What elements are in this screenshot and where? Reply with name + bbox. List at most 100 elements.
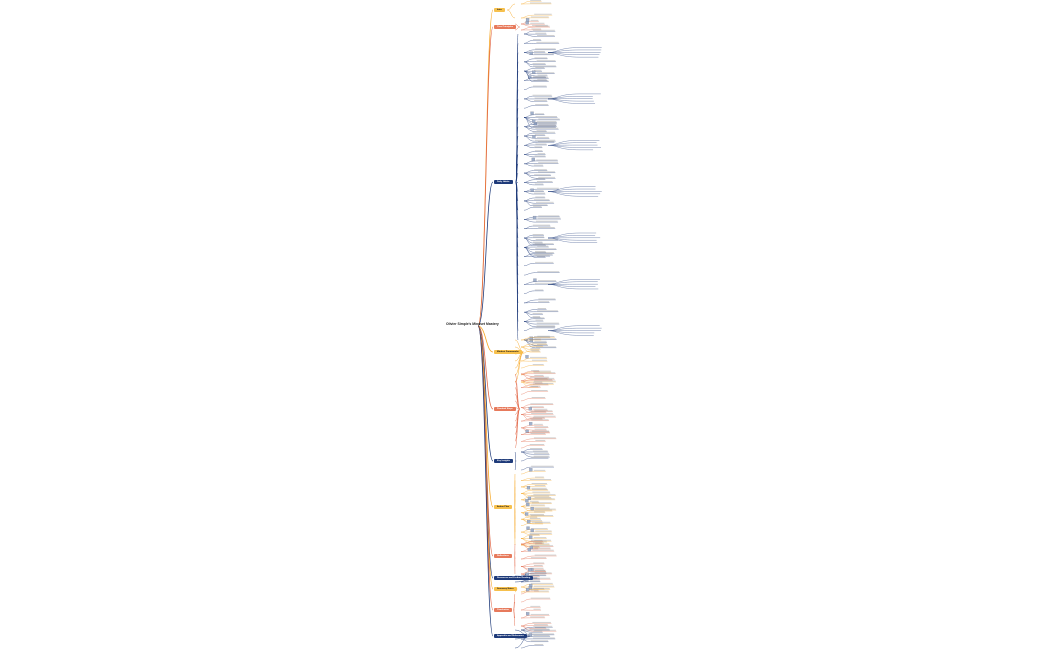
- leaf-text-mark: [537, 153, 546, 155]
- leaf-text-mark: [530, 605, 541, 607]
- image-thumbnail-icon: [529, 339, 533, 343]
- leaf-connector: [523, 154, 535, 158]
- subtopic-connector: [513, 601, 516, 611]
- leaf-text-mark: [538, 123, 556, 125]
- leaf-text-mark: [531, 370, 540, 372]
- leaf-text-mark: [530, 540, 547, 542]
- root-topic[interactable]: Olivier Simple's Mindset Mastery: [446, 322, 499, 326]
- leaf-connector: [523, 58, 534, 62]
- leaf-connector: [523, 182, 535, 186]
- leaf-text-mark: [534, 476, 544, 478]
- leaf-text-mark: [530, 0, 542, 1]
- leaf-text-mark: [534, 410, 553, 412]
- subtopic-connector: [515, 181, 519, 341]
- leaf-text-mark: [534, 426, 548, 428]
- deep-leaf-connector: [547, 330, 581, 334]
- leaf-text-mark: [529, 580, 540, 582]
- leaf-connector: [520, 371, 533, 376]
- branch-node-b1[interactable]: Intro: [494, 7, 505, 12]
- leaf-text-mark: [530, 597, 551, 599]
- image-thumbnail-icon: [525, 21, 529, 25]
- image-thumbnail-icon: [532, 215, 537, 220]
- leaf-connector: [523, 247, 537, 258]
- leaf-text-mark: [531, 390, 548, 391]
- leaf-text-mark: [530, 582, 553, 584]
- leaf-text-mark: [535, 178, 545, 180]
- leaf-text-mark: [531, 397, 546, 398]
- leaf-text-mark: [535, 250, 546, 252]
- leaf-connector: [523, 179, 536, 183]
- branch-node-b12[interactable]: Appendix and References: [494, 633, 527, 638]
- image-thumbnail-icon: [528, 75, 532, 79]
- leaf-connector: [520, 529, 531, 533]
- leaf-connector: [523, 312, 533, 318]
- image-thumbnail-icon: [527, 496, 532, 500]
- image-thumbnail-icon: [528, 586, 532, 590]
- branch-node-b8[interactable]: Reflections: [494, 553, 512, 558]
- leaf-text-mark: [530, 640, 549, 642]
- leaf-text-mark: [535, 32, 547, 34]
- deep-leaf-connector: [547, 327, 581, 331]
- leaf-text-mark: [534, 289, 544, 291]
- leaf-connector: [520, 373, 534, 377]
- leaf-text-mark: [535, 508, 556, 510]
- leaf-text-mark: [537, 187, 559, 189]
- leaf-connector: [520, 449, 530, 453]
- leaf-text-mark: [535, 248, 557, 250]
- branch-node-b7[interactable]: Action Plan: [494, 504, 513, 509]
- branch-node-b6[interactable]: Key Insights: [494, 458, 514, 463]
- leaf-text-mark: [533, 338, 541, 340]
- leaf-connector: [523, 191, 534, 195]
- branch-connector-b12: [477, 325, 494, 637]
- leaf-text-mark: [536, 322, 559, 324]
- leaf-text-mark: [534, 69, 542, 71]
- branch-node-b3[interactable]: Daily Habits: [494, 179, 513, 184]
- image-thumbnail-icon: [532, 70, 536, 74]
- leaf-connector: [523, 117, 533, 128]
- leaf-text-mark: [533, 630, 543, 632]
- leaf-text-mark: [530, 545, 554, 547]
- leaf-connector: [520, 598, 531, 603]
- branch-node-b9[interactable]: Resources and Further Reading: [494, 575, 534, 580]
- leaf-text-mark: [537, 125, 557, 127]
- deep-leaf-connector: [547, 188, 581, 192]
- leaf-text-mark: [538, 118, 560, 120]
- branch-node-b10[interactable]: Summary Notes: [494, 586, 517, 591]
- leaf-text-mark: [531, 345, 543, 347]
- leaf-text-mark: [536, 136, 549, 138]
- leaf-connector: [523, 339, 536, 348]
- leaf-text-mark: [534, 511, 545, 513]
- leaf-connector: [520, 531, 530, 535]
- leaf-text-mark: [533, 65, 556, 67]
- leaf-text-mark: [533, 415, 556, 417]
- root-title: Olivier Simple's Mindset Mastery: [446, 322, 499, 326]
- leaf-connectors: [507, 0, 602, 649]
- subtopic-connector: [507, 3, 516, 11]
- subtopic-connector: [514, 26, 520, 31]
- leaf-text-mark: [533, 423, 543, 425]
- leaf-text-mark: [531, 528, 548, 530]
- leaf-connector: [523, 225, 533, 229]
- leaf-connector: [520, 519, 535, 525]
- image-thumbnail-icon: [527, 520, 531, 524]
- leaf-text-mark: [536, 130, 547, 132]
- branch-connector-b4: [477, 325, 494, 353]
- deep-leaf-connector: [547, 52, 581, 58]
- leaf-text-mark: [531, 487, 547, 489]
- branch-node-b4[interactable]: Mindset Frameworks: [494, 349, 522, 354]
- image-thumbnail-icon: [524, 512, 529, 516]
- leaf-text-mark: [534, 155, 546, 157]
- leaf-text-mark: [538, 171, 555, 173]
- leaf-text-mark: [532, 545, 540, 547]
- branch-node-b5[interactable]: Practical Steps: [494, 406, 516, 411]
- subtopic-connector: [514, 451, 517, 462]
- branch-node-b11[interactable]: Conclusion: [494, 607, 512, 612]
- branch-node-b2[interactable]: Core Principles: [494, 24, 517, 29]
- leaf-text-mark: [534, 336, 555, 337]
- leaf-text-mark: [533, 372, 556, 374]
- leaf-connector: [520, 438, 534, 442]
- leaf-text-mark: [538, 301, 550, 303]
- leaf-connector: [520, 425, 534, 428]
- deep-leaf-connector: [547, 191, 581, 197]
- leaf-text-mark: [532, 342, 547, 344]
